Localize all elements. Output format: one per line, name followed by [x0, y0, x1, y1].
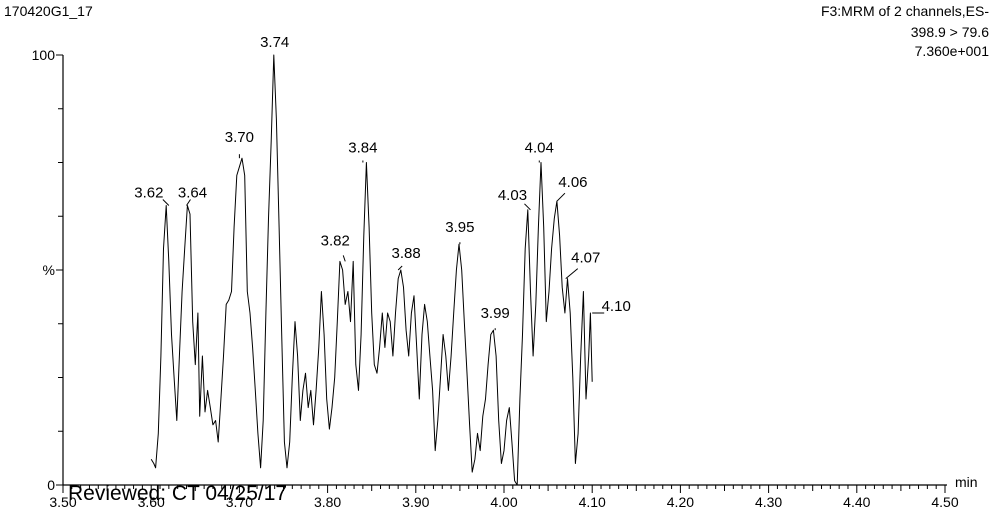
peak-label: 4.03 — [498, 187, 527, 204]
peak-label: 3.95 — [445, 219, 474, 236]
peak-label: 3.70 — [225, 129, 254, 146]
x-tick-label: 3.80 — [314, 494, 341, 510]
chart-axes — [63, 55, 947, 485]
peak-label: 3.64 — [178, 185, 207, 202]
peak-label: 4.10 — [602, 298, 631, 315]
y-tick-label: % — [43, 262, 55, 278]
y-tick-label: 0 — [47, 477, 55, 493]
review-stamp: Reviewed: CT 04/25/17 — [68, 482, 287, 506]
peak-label: 3.88 — [392, 245, 421, 262]
x-tick-label: 4.10 — [579, 494, 606, 510]
y-tick-label: 100 — [32, 47, 56, 63]
x-axis-unit-label: min — [955, 474, 978, 490]
peak-leader — [557, 193, 565, 201]
x-tick-label: 4.00 — [490, 494, 517, 510]
x-tick-label: 4.30 — [755, 494, 782, 510]
chromatogram-trace — [151, 55, 592, 485]
trace-line — [151, 55, 592, 485]
peak-leader — [524, 204, 530, 210]
peak-leader — [566, 269, 578, 279]
peak-labels: 3.62 3.64 3.70 3.74 3.82 3.84 3.88 3.95 3.99 4.03… — [134, 34, 631, 330]
peak-leader — [163, 200, 169, 206]
x-tick-label: 4.20 — [667, 494, 694, 510]
peak-label: 3.82 — [321, 232, 350, 249]
peak-leader — [398, 266, 402, 270]
x-tick-label: 3.90 — [402, 494, 429, 510]
peak-label: 4.04 — [525, 140, 554, 157]
peak-label: 3.84 — [348, 140, 377, 157]
x-tick-label: 4.40 — [843, 494, 870, 510]
peak-label: 4.06 — [558, 174, 587, 191]
y-axis-ticks: 0% 100 — [32, 47, 63, 493]
peak-leader — [343, 255, 345, 261]
peak-label: 3.99 — [481, 305, 510, 322]
x-tick-label: 4.50 — [931, 494, 958, 510]
peak-label: 3.74 — [260, 34, 289, 51]
peak-label: 4.07 — [571, 250, 600, 267]
peak-label: 3.62 — [134, 185, 163, 202]
